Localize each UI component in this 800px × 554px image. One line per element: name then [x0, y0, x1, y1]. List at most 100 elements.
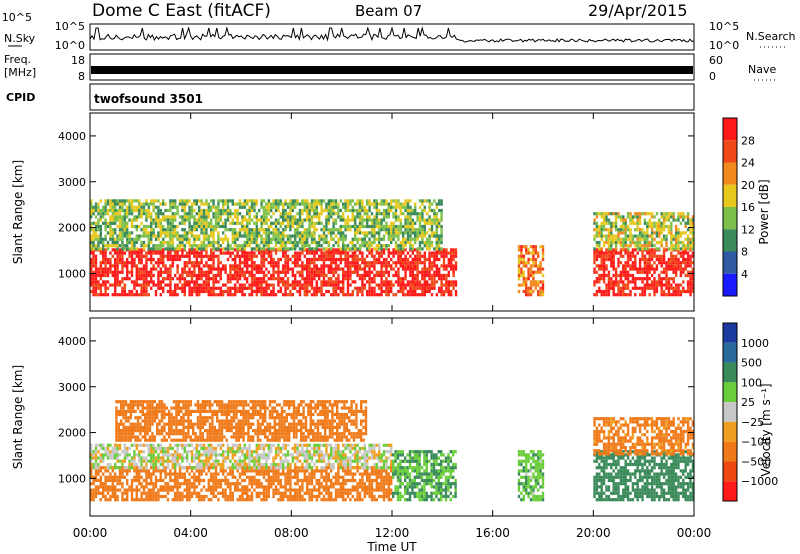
echo-cell — [301, 277, 304, 281]
echo-cell — [440, 293, 443, 297]
echo-cell — [595, 228, 599, 232]
echo-cell — [423, 231, 426, 235]
echo-cell — [327, 199, 330, 203]
echo-cell — [99, 498, 102, 502]
echo-cell — [402, 212, 405, 216]
echo-cell — [166, 224, 170, 229]
echo-cell — [684, 221, 687, 225]
echo-cell — [195, 286, 198, 290]
echo-cell — [337, 215, 340, 219]
echo-cell — [284, 280, 287, 284]
echo-cell — [670, 244, 673, 248]
echo-cell — [150, 251, 153, 255]
echo-cell — [265, 228, 268, 232]
echo-cell — [529, 257, 533, 262]
echo-cell — [157, 273, 160, 278]
echo-cell — [382, 248, 386, 252]
echo-cell — [133, 244, 136, 248]
echo-cell — [188, 478, 191, 483]
echo-cell — [361, 280, 364, 284]
echo-cell — [392, 205, 395, 209]
echo-cell — [171, 224, 174, 229]
echo-cell — [397, 283, 400, 287]
echo-cell — [202, 270, 206, 274]
echo-cell — [612, 261, 615, 265]
echo-cell — [94, 261, 98, 265]
echo-cell — [207, 482, 210, 486]
echo-cell — [349, 208, 352, 213]
echo-cell — [99, 267, 102, 271]
echo-cell — [186, 494, 189, 499]
nave-tick-low: 0 — [709, 70, 716, 83]
echo-cell — [617, 283, 620, 287]
echo-cell — [626, 273, 630, 278]
date-title: 29/Apr/2015 — [588, 1, 688, 20]
echo-cell — [97, 205, 100, 209]
echo-cell — [325, 221, 328, 225]
echo-cell — [116, 251, 119, 255]
echo-cell — [691, 254, 695, 258]
echo-cell — [435, 280, 438, 284]
echo-cell — [90, 221, 93, 225]
echo-cell — [438, 273, 441, 278]
echo-cell — [171, 231, 174, 235]
echo-cell — [106, 286, 110, 290]
echo-cell — [186, 469, 189, 473]
echo-cell — [255, 472, 258, 476]
echo-cell — [382, 261, 386, 265]
echo-cell — [334, 228, 338, 232]
echo-cell — [181, 494, 184, 499]
echo-cell — [99, 237, 102, 241]
echo-cell — [282, 277, 285, 281]
echo-cell — [210, 224, 213, 229]
echo-cell — [679, 234, 683, 238]
echo-cell — [145, 475, 148, 479]
echo-cell — [426, 273, 429, 278]
echo-cell — [622, 237, 625, 241]
echo-cell — [537, 270, 540, 274]
echo-cell — [94, 270, 98, 274]
echo-cell — [691, 280, 695, 284]
echo-cell — [394, 205, 398, 209]
echo-cell — [176, 498, 179, 502]
echo-cell — [440, 199, 443, 203]
echo-cell — [166, 267, 170, 271]
echo-cell — [130, 240, 134, 245]
echo-cell — [440, 234, 443, 238]
echo-cell — [423, 251, 426, 255]
echo-cell — [231, 472, 234, 476]
echo-cell — [224, 488, 227, 492]
echo-cell — [109, 283, 112, 287]
echo-cell — [595, 248, 599, 252]
echo-cell — [217, 498, 220, 502]
echo-cell — [241, 283, 244, 287]
echo-cell — [330, 208, 333, 213]
echo-cell — [614, 247, 618, 251]
echo-cell — [404, 267, 407, 271]
echo-cell — [677, 289, 680, 294]
echo-cell — [200, 469, 203, 473]
echo-cell — [248, 231, 251, 235]
echo-cell — [118, 488, 122, 492]
echo-cell — [643, 264, 647, 268]
echo-cell — [159, 212, 162, 216]
echo-cell — [337, 277, 340, 281]
echo-cell — [284, 491, 287, 495]
echo-cell — [186, 283, 189, 287]
echo-cell — [169, 237, 172, 241]
echo-cell — [334, 286, 338, 290]
echo-cell — [301, 221, 304, 225]
echo-cell — [301, 264, 304, 268]
echo-cell — [435, 270, 438, 274]
echo-cell — [605, 257, 608, 262]
echo-cell — [193, 488, 196, 492]
echo-cell — [272, 475, 275, 479]
echo-cell — [390, 289, 393, 294]
echo-cell — [442, 248, 446, 252]
echo-cell — [349, 254, 352, 258]
echo-cell — [334, 221, 338, 225]
echo-cell — [219, 218, 222, 222]
echo-cell — [277, 478, 280, 483]
echo-cell — [193, 485, 196, 489]
echo-cell — [636, 267, 639, 271]
